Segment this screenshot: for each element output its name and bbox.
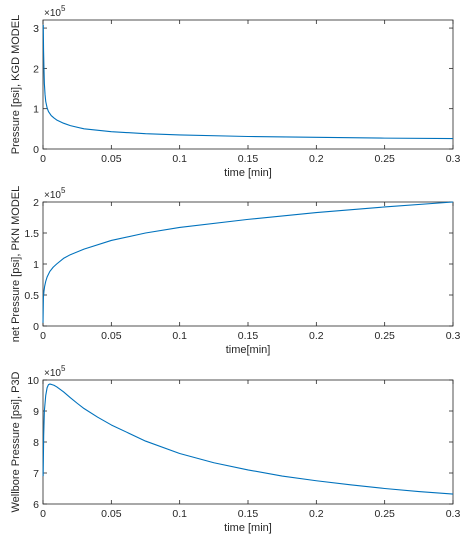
y-exponent-base: ×10 [44,8,61,19]
plot-frame [42,201,454,327]
y-tick-label: 9 [33,406,39,418]
y-tick-label: 10 [27,375,39,387]
y-exponent-power: 5 [61,186,66,195]
x-tick-label: 0.2 [309,153,324,165]
y-tick-label: 8 [33,437,39,449]
x-tick-label: 0.2 [309,330,324,342]
x-tick-label: 0.05 [101,508,122,520]
y-axis-label: net Pressure [psi], PKN MODEL [10,186,22,343]
series-line-1 [42,24,454,140]
y-exponent-base: ×10 [44,368,61,379]
y-tick-label: 3 [33,23,39,35]
y-tick-label: 0 [33,144,39,156]
x-tick-label: 0.3 [446,508,461,520]
x-tick-label: 0.3 [446,153,461,165]
y-tick-label: 7 [33,468,39,480]
y-exponent-label: ×105 [44,186,66,201]
series-line-1 [42,201,454,323]
x-tick-label: 0.3 [446,330,461,342]
x-axis-label: time [min] [224,522,272,534]
x-tick-label: 0.2 [309,508,324,520]
x-tick-label: 0.25 [374,330,395,342]
x-tick-label: 0.05 [101,330,122,342]
x-tick-label: 0.15 [238,330,259,342]
y-tick-label: 6 [33,499,39,511]
y-tick-label: 1 [33,259,39,271]
chart-panel-2: 0 0.05 0.1 0.15 0.2 0.25 0.3 0 0.5 1 1.5 2 ×105 time[… [10,186,460,356]
y-exponent-base: ×10 [44,190,61,201]
plot-frame [42,379,454,505]
x-tick-label: 0.25 [374,508,395,520]
x-tick-label: 0.15 [238,508,259,520]
x-tick-label: 0.1 [172,330,187,342]
x-tick-label: 0.15 [238,153,259,165]
y-tick-label: 0.5 [24,290,39,302]
y-tick-label: 2 [33,63,39,75]
y-exponent-power: 5 [61,4,66,13]
y-exponent-label: ×105 [44,4,66,19]
y-exponent-label: ×105 [44,364,66,379]
x-tick-label: 0 [40,330,46,342]
x-tick-label: 0.05 [101,153,122,165]
series-line-1 [42,383,454,495]
x-tick-label: 0.1 [172,153,187,165]
x-tick-label: 0.1 [172,508,187,520]
chart-panel-1: 0 0.05 0.1 0.15 0.2 0.25 0.3 0 1 2 3 ×105 time [min]… [10,4,460,179]
y-exponent-power: 5 [61,364,66,373]
x-tick-label: 0.25 [374,153,395,165]
y-tick-label: 0 [33,321,39,333]
x-tick-label: 0 [40,508,46,520]
x-axis-label: time[min] [226,344,271,356]
x-axis-label: time [min] [224,167,272,179]
y-axis-label: Wellbore Pressure [psi], P3D [10,371,22,512]
y-tick-label: 1 [33,104,39,116]
chart-panel-3: 0 0.05 0.1 0.15 0.2 0.25 0.3 6 7 8 9 10 ×105 time [mi… [10,364,460,534]
y-axis-label: Pressure [psi], KGD MODEL [10,15,22,154]
plot-frame [42,19,454,150]
y-tick-label: 1.5 [24,228,39,240]
x-tick-label: 0 [40,153,46,165]
y-tick-label: 2 [33,197,39,209]
